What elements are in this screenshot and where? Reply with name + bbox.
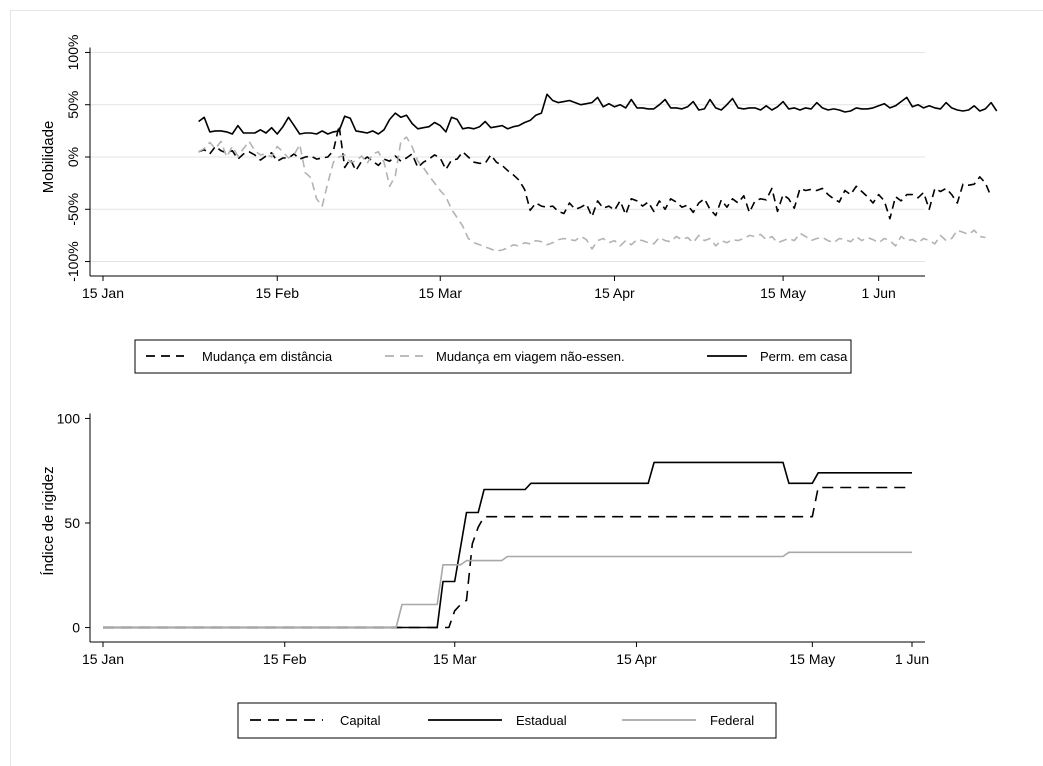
stringency-x-ticks: 15 Jan 15 Feb 15 Mar 15 Apr 15 May 1 Jun xyxy=(82,642,929,667)
legend-label-distance: Mudança em distância xyxy=(202,349,333,364)
mobility-series-lines xyxy=(198,93,998,252)
series-line-perm-em-casa xyxy=(198,93,998,135)
legend-label-nonessential: Mudança em viagem não-essen. xyxy=(436,349,625,364)
stringency-series-lines xyxy=(103,461,912,629)
legend-label-federal: Federal xyxy=(710,713,754,728)
stringency-legend: Capital Estadual Federal xyxy=(237,702,777,739)
series-line-federal xyxy=(103,551,912,629)
mobility-legend: Mudança em distância Mudança em viagem n… xyxy=(134,339,852,374)
mobility-x-ticks: 15 Jan 15 Feb 15 Mar 15 Apr 15 May 1 Jun xyxy=(82,276,896,301)
y-tick-label: 50% xyxy=(65,91,81,119)
legend-label-state: Estadual xyxy=(516,713,567,728)
x-tick-label: 15 Apr xyxy=(616,651,657,667)
legend-label-stay-home: Perm. em casa xyxy=(760,349,848,364)
stringency-y-axis-label: Índice de rigidez xyxy=(40,466,57,575)
series-line-mudanca-em-viagem-nao-essen xyxy=(198,136,986,252)
stringency-y-ticks: 0 50 100 xyxy=(57,410,90,636)
y-tick-label: 0 xyxy=(72,620,80,636)
mobility-chart: -100%-50%0%50%100% 15 Jan 15 Feb 15 Mar 15 … xyxy=(40,35,998,374)
y-tick-label: -50% xyxy=(65,193,81,226)
x-tick-label: 15 Mar xyxy=(433,651,477,667)
series-line-estadual xyxy=(103,461,912,629)
series-line-mudanca-em-distancia xyxy=(198,124,992,220)
legend-label-capital: Capital xyxy=(340,713,381,728)
x-tick-label: 15 Feb xyxy=(263,651,307,667)
y-tick-label: 50 xyxy=(64,515,80,531)
x-tick-label: 1 Jun xyxy=(862,285,896,301)
y-tick-label: 0% xyxy=(65,147,81,167)
x-tick-label: 1 Jun xyxy=(895,651,929,667)
x-tick-label: 15 Mar xyxy=(418,285,462,301)
y-tick-label: 100% xyxy=(65,35,81,71)
figure-frame xyxy=(10,10,1043,766)
x-tick-label: 15 Apr xyxy=(594,285,635,301)
mobility-y-ticks: -100% -50% 0% 50% 100% xyxy=(65,35,90,282)
mobility-y-axis-label: Mobilidade xyxy=(40,121,57,194)
y-tick-label: 100 xyxy=(57,410,81,426)
x-tick-label: 15 Feb xyxy=(255,285,299,301)
stringency-chart: 0 50 100 15 Jan 15 Feb 15 Mar 15 Apr 15 May 1 J… xyxy=(40,410,929,739)
x-tick-label: 15 May xyxy=(760,285,806,301)
mobility-gridlines xyxy=(90,51,925,263)
x-tick-label: 15 May xyxy=(789,651,835,667)
x-tick-label: 15 Jan xyxy=(82,285,124,301)
y-tick-label: -100% xyxy=(65,241,81,281)
x-tick-label: 15 Jan xyxy=(82,651,124,667)
series-line-capital xyxy=(103,486,912,629)
